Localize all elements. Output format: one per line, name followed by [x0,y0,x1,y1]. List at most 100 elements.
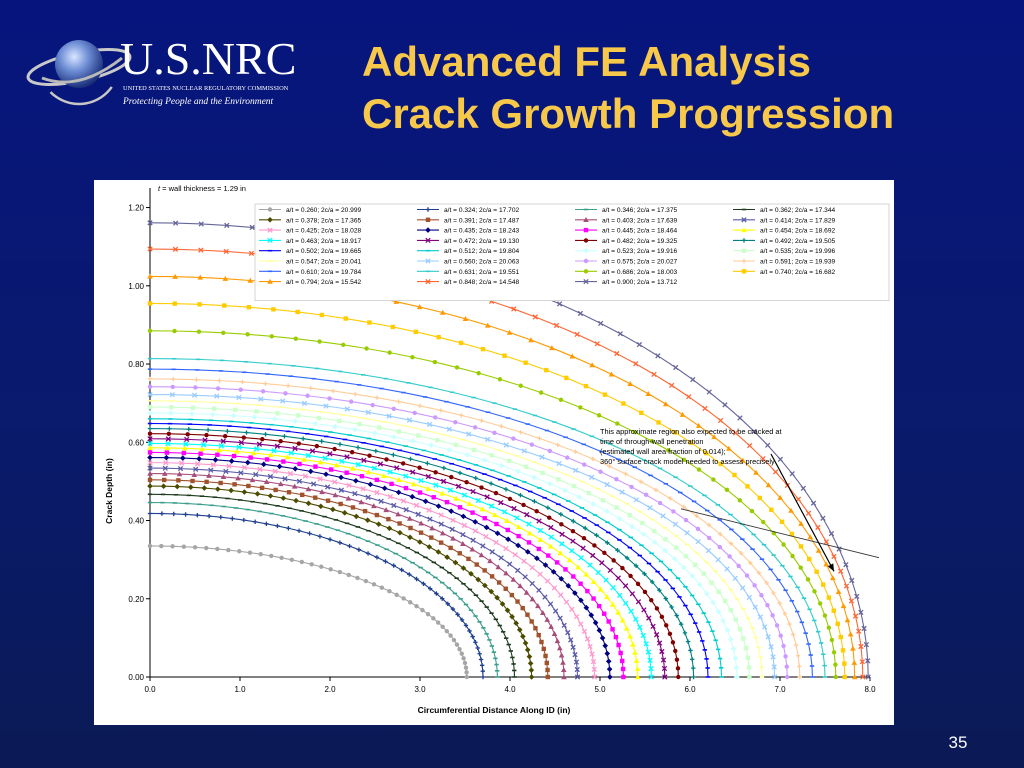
series-marker [617,331,623,337]
series-marker [397,529,403,536]
series-marker [607,674,613,680]
series-marker [492,430,497,436]
series-marker [358,499,365,505]
series-marker [204,545,209,551]
series-marker [322,455,328,461]
series-marker [246,305,252,310]
series-marker [768,644,774,650]
annotation-text-line: This approximate region also expected to… [600,427,782,436]
series-marker [472,425,478,430]
series-marker [434,591,439,596]
series-6 [147,477,550,680]
series-marker [406,417,413,423]
series-marker [271,307,276,312]
series-marker [544,616,551,622]
series-marker [220,438,226,444]
series-marker [214,393,220,399]
series-marker [147,511,153,516]
series-marker [241,464,248,471]
series-marker [603,577,609,583]
series-marker [685,639,691,644]
series-marker [645,390,652,396]
series-marker [147,465,153,471]
series-marker [628,573,633,579]
series-marker [757,495,763,501]
series-marker [466,556,471,562]
series-marker [523,360,528,365]
legend-label: a/t = 0.610; 2c/a = 19.784 [286,269,361,276]
series-marker [765,603,770,608]
series-marker [332,446,337,452]
series-marker [461,522,468,529]
series-marker [374,395,380,400]
series-marker [812,589,817,594]
series-marker [527,530,533,536]
series-marker [663,596,668,601]
series-marker [682,630,688,636]
series-marker [432,359,438,365]
series-marker [842,661,847,666]
series-marker [482,582,488,589]
series-marker [566,557,573,563]
series-marker [581,628,588,635]
series-marker [365,409,371,416]
series-marker [633,563,639,569]
series-marker [498,499,504,506]
series-marker [441,465,447,471]
series-marker [627,633,633,639]
series-marker [302,473,309,479]
series-marker [611,558,616,563]
series-marker [453,495,459,501]
series-marker [425,278,431,285]
series-marker [628,608,634,614]
series-marker [147,444,153,450]
series-marker [557,550,564,556]
legend-label: a/t = 0.403; 2c/a = 17.639 [602,217,677,224]
series-marker [696,467,702,472]
series-marker [840,648,846,653]
series-2 [147,511,486,680]
series-marker [238,470,244,476]
series-marker [363,578,369,584]
series-marker [457,646,462,652]
series-marker [815,524,821,531]
series-marker [464,670,469,675]
series-marker [560,659,566,665]
series-marker [259,485,265,491]
series-marker [409,438,416,444]
series-marker [559,522,564,527]
series-marker [805,510,812,516]
series-marker [851,674,858,680]
series-marker [850,645,856,651]
series-marker [649,597,654,603]
extrapolation-line [680,508,880,559]
series-marker [305,452,311,459]
series-marker [183,512,188,517]
series-marker [147,454,153,461]
series-line [149,545,468,678]
series-marker [409,493,416,500]
series-marker [683,553,689,559]
series-marker [599,635,606,641]
series-marker [783,654,788,659]
series-marker [440,478,447,484]
series-marker [337,540,343,545]
series-marker [263,479,270,485]
series-marker [649,438,655,444]
series-25 [147,368,815,678]
series-marker [833,674,838,680]
series-marker [438,540,444,545]
legend-label: a/t = 0.575; 2c/a = 20.027 [602,259,677,266]
series-marker [357,421,362,427]
series-marker [651,539,658,546]
series-marker [473,475,478,481]
series-marker [418,477,424,484]
series-marker [762,624,768,630]
legend-label: a/t = 0.848; 2c/a = 14.548 [444,279,519,286]
series-marker [733,664,740,671]
series-marker [254,409,259,414]
series-marker [724,627,731,633]
series-marker [284,454,291,460]
series-marker [618,650,623,656]
series-marker [435,549,442,555]
